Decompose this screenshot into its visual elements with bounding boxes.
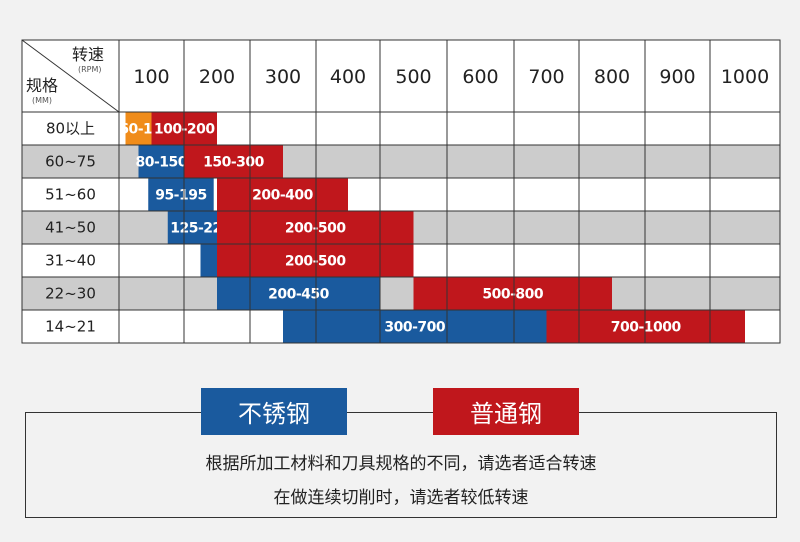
speed-bar xyxy=(148,178,214,211)
column-label: 300 xyxy=(265,66,301,88)
column-label: 100 xyxy=(133,66,169,88)
speed-bar xyxy=(283,310,547,343)
speed-bar xyxy=(217,277,380,310)
bar-label: 500-800 xyxy=(482,287,544,303)
bar-label: 700-1000 xyxy=(611,320,682,336)
note-box: 根据所加工材料和刀具规格的不同，请选者适合转速 在做连续切削时，请选者较低转速 xyxy=(25,412,777,518)
speed-bar xyxy=(546,310,745,343)
bar-label: 100-200 xyxy=(154,122,216,138)
column-label: 900 xyxy=(659,66,695,88)
row-background xyxy=(22,277,780,310)
column-labels: 100 200 300 400 500 600 700 800 900 1000 xyxy=(133,66,769,88)
speed-label: 转速 xyxy=(72,45,104,64)
bar-label: 95-195 xyxy=(155,188,207,204)
row-background xyxy=(22,178,780,211)
row-label: 60~75 xyxy=(45,153,96,171)
bar-label: 300-700 xyxy=(384,320,446,336)
row-label: 14~21 xyxy=(45,318,96,336)
legend-stainless-steel: 不锈钢 xyxy=(201,388,347,435)
bar-label: 125-225 xyxy=(170,221,231,237)
column-label: 200 xyxy=(199,66,235,88)
legend-plain-steel: 普通钢 xyxy=(433,388,579,435)
speed-unit: (RPM) xyxy=(78,65,102,74)
table-header: 转速 (RPM) 规格 (MM) xyxy=(21,39,120,113)
column-label: 500 xyxy=(395,66,431,88)
row-label: 41~50 xyxy=(45,219,96,237)
row-label: 51~60 xyxy=(45,186,96,204)
row-label: 22~30 xyxy=(45,285,96,303)
speed-bar xyxy=(217,178,348,211)
bar-label: 80-150 xyxy=(135,155,187,171)
row-labels: 80以上 60~75 51~60 41~50 31~40 22~30 14~21 xyxy=(45,120,96,336)
row-label: 80以上 xyxy=(46,120,95,138)
row-label: 31~40 xyxy=(45,252,96,270)
size-unit: (MM) xyxy=(32,96,52,105)
header-background xyxy=(22,40,780,112)
note-line-1: 根据所加工材料和刀具规格的不同，请选者适合转速 xyxy=(205,454,597,474)
grid-lines xyxy=(21,39,781,344)
bar-label: 150-300 xyxy=(203,155,265,171)
size-label: 规格 xyxy=(26,76,58,95)
column-label: 400 xyxy=(330,66,366,88)
note-line-2: 在做连续切削时，请选者较低转速 xyxy=(273,488,529,508)
column-label: 800 xyxy=(594,66,630,88)
corner-diagonal xyxy=(21,39,120,113)
bar-label: 200-400 xyxy=(252,188,314,204)
column-label: 700 xyxy=(528,66,564,88)
column-label: 1000 xyxy=(721,66,769,88)
bar-label: 200-450 xyxy=(268,287,330,303)
column-label: 600 xyxy=(462,66,498,88)
speed-bar xyxy=(184,145,283,178)
speed-bar xyxy=(138,145,184,178)
